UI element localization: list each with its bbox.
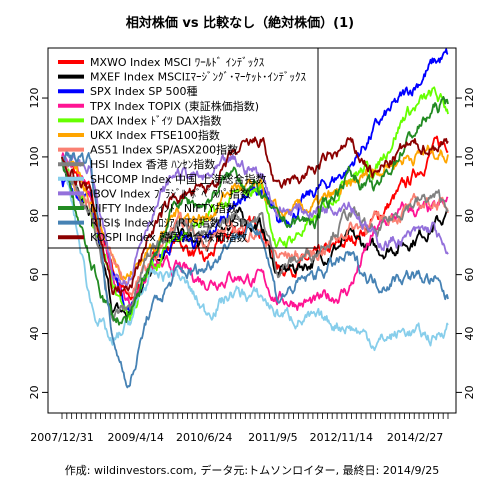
series-line-1 bbox=[61, 156, 449, 319]
legend-label-6: AS51 Index SP/ASX200指数 bbox=[90, 143, 238, 157]
y-tick-label-right-0: 20 bbox=[463, 385, 476, 399]
legend-label-4: DAX Index ﾄﾞｲﾂ DAX指数 bbox=[90, 113, 221, 127]
y-tick-label-left-1: 40 bbox=[28, 327, 41, 341]
series-line-10 bbox=[61, 96, 449, 326]
series-line-11 bbox=[61, 149, 449, 389]
series-line-12 bbox=[61, 136, 449, 297]
series-layer bbox=[61, 48, 449, 389]
x-axis: 2007/12/31 2009/4/14 2010/6/24 2011/9/5 2012… bbox=[30, 413, 449, 444]
legend-label-2: SPX Index SP 500種 bbox=[90, 84, 198, 98]
legend-label-0: MXWO Index MSCI ﾜｰﾙﾄﾞ ｲﾝﾃﾞｯｸｽ bbox=[90, 56, 265, 69]
legend-label-8: SHCOMP Index 中国 上海総合指数 bbox=[90, 172, 267, 186]
x-tick-label-4: 2012/11/14 bbox=[310, 431, 373, 444]
x-tick-label-2: 2010/6/24 bbox=[176, 431, 232, 444]
legend-label-7: HSI Index 香港 ﾊﾝｾﾝ指数 bbox=[90, 157, 215, 171]
legend-box bbox=[47, 47, 319, 249]
legend-label-10: NIFTY Index ｲﾝﾄﾞ NIFTY指数 bbox=[90, 201, 237, 215]
series-line-7 bbox=[61, 156, 449, 322]
legend-label-1: MXEF Index MSCIｴﾏｰｼﾞﾝｸﾞ･ﾏｰｹｯﾄ･ｲﾝﾃﾞｯｸｽ bbox=[90, 71, 306, 84]
legend-label-11: RTSI$ Index ﾛｼｱ RTS指数 USD bbox=[90, 216, 248, 230]
y-tick-label-left-2: 60 bbox=[28, 268, 41, 282]
y-tick-label-right-1: 40 bbox=[463, 327, 476, 341]
legend-label-5: UKX Index FTSE100指数 bbox=[90, 128, 220, 142]
y-tick-label-right-3: 80 bbox=[463, 209, 476, 223]
legend: MXWO Index MSCI ﾜｰﾙﾄﾞ ｲﾝﾃﾞｯｸｽ MXEF Index … bbox=[47, 47, 319, 249]
y-axis-left: 20 40 60 80 100 120 bbox=[28, 88, 48, 399]
y-tick-label-left-3: 80 bbox=[28, 209, 41, 223]
y-tick-label-left-5: 120 bbox=[28, 88, 41, 109]
x-tick-label-3: 2011/9/5 bbox=[248, 431, 297, 444]
y-tick-label-right-4: 100 bbox=[463, 146, 476, 167]
legend-label-12: KOSPI Index 韓国総合株価指数 bbox=[90, 230, 247, 244]
y-tick-label-left-0: 20 bbox=[28, 385, 41, 399]
x-tick-label-5: 2014/2/27 bbox=[387, 431, 443, 444]
series-line-6 bbox=[61, 156, 449, 297]
x-tick-label-0: 2007/12/31 bbox=[30, 431, 93, 444]
y-tick-label-right-5: 120 bbox=[463, 88, 476, 109]
y-tick-label-right-2: 60 bbox=[463, 268, 476, 282]
chart-caption: 作成: wildinvestors.com, データ元:トムソンロイター, 最終… bbox=[65, 463, 439, 477]
y-tick-label-left-4: 100 bbox=[28, 146, 41, 167]
chart-title: 相対株価 vs 比較なし（絶対株価）(1) bbox=[126, 15, 354, 31]
y-axis-right: 20 40 60 80 100 120 bbox=[456, 88, 476, 399]
legend-label-9: IBOV Index ﾌﾞﾗｼﾞﾙ ﾎﾞﾍﾞｽﾊﾟ指数 bbox=[90, 186, 251, 200]
legend-label-3: TPX Index TOPIX (東証株価指数) bbox=[89, 99, 259, 113]
x-tick-label-1: 2009/4/14 bbox=[108, 431, 164, 444]
